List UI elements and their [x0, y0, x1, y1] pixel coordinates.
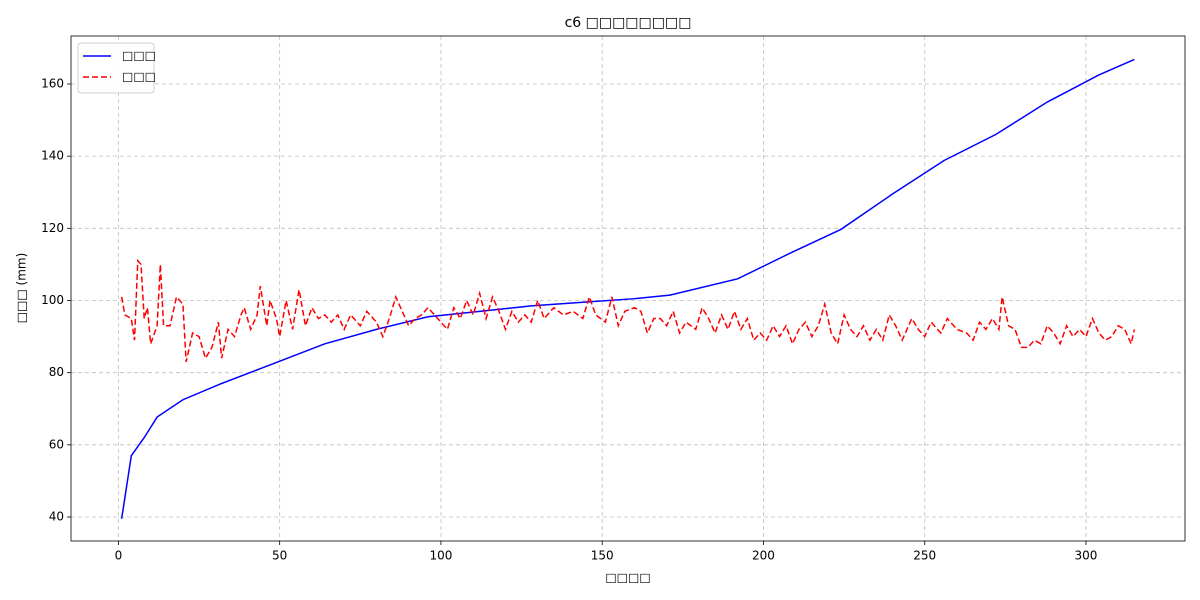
x-tick-label: 50 [272, 549, 287, 563]
chart-title: c6 □□□□□□□□ [565, 15, 692, 31]
x-axis-label: □□□□ [605, 571, 650, 585]
legend-label: □□□ [122, 49, 156, 63]
y-tick-label: 100 [41, 293, 64, 307]
y-tick-label: 40 [49, 510, 64, 524]
y-tick-label: 80 [49, 365, 64, 379]
y-tick-label: 60 [49, 437, 64, 451]
legend-label: □□□ [122, 70, 156, 84]
x-tick-label: 150 [591, 549, 614, 563]
data-line [120, 258, 1136, 363]
x-tick-label: 0 [115, 549, 123, 563]
plot-frame [70, 35, 1186, 542]
x-tick-label: 200 [752, 549, 775, 563]
x-tick-label: 250 [913, 549, 936, 563]
data-line [120, 58, 1135, 519]
y-axis-label: □□□ (mm) [15, 253, 29, 324]
x-tick-label: 100 [429, 549, 452, 563]
x-tick-label: 300 [1075, 549, 1098, 563]
legend: □□□ □□□ [77, 42, 156, 94]
y-tick-label: 140 [41, 149, 64, 163]
y-tick-label: 120 [41, 221, 64, 235]
y-tick-label: 160 [41, 76, 64, 90]
